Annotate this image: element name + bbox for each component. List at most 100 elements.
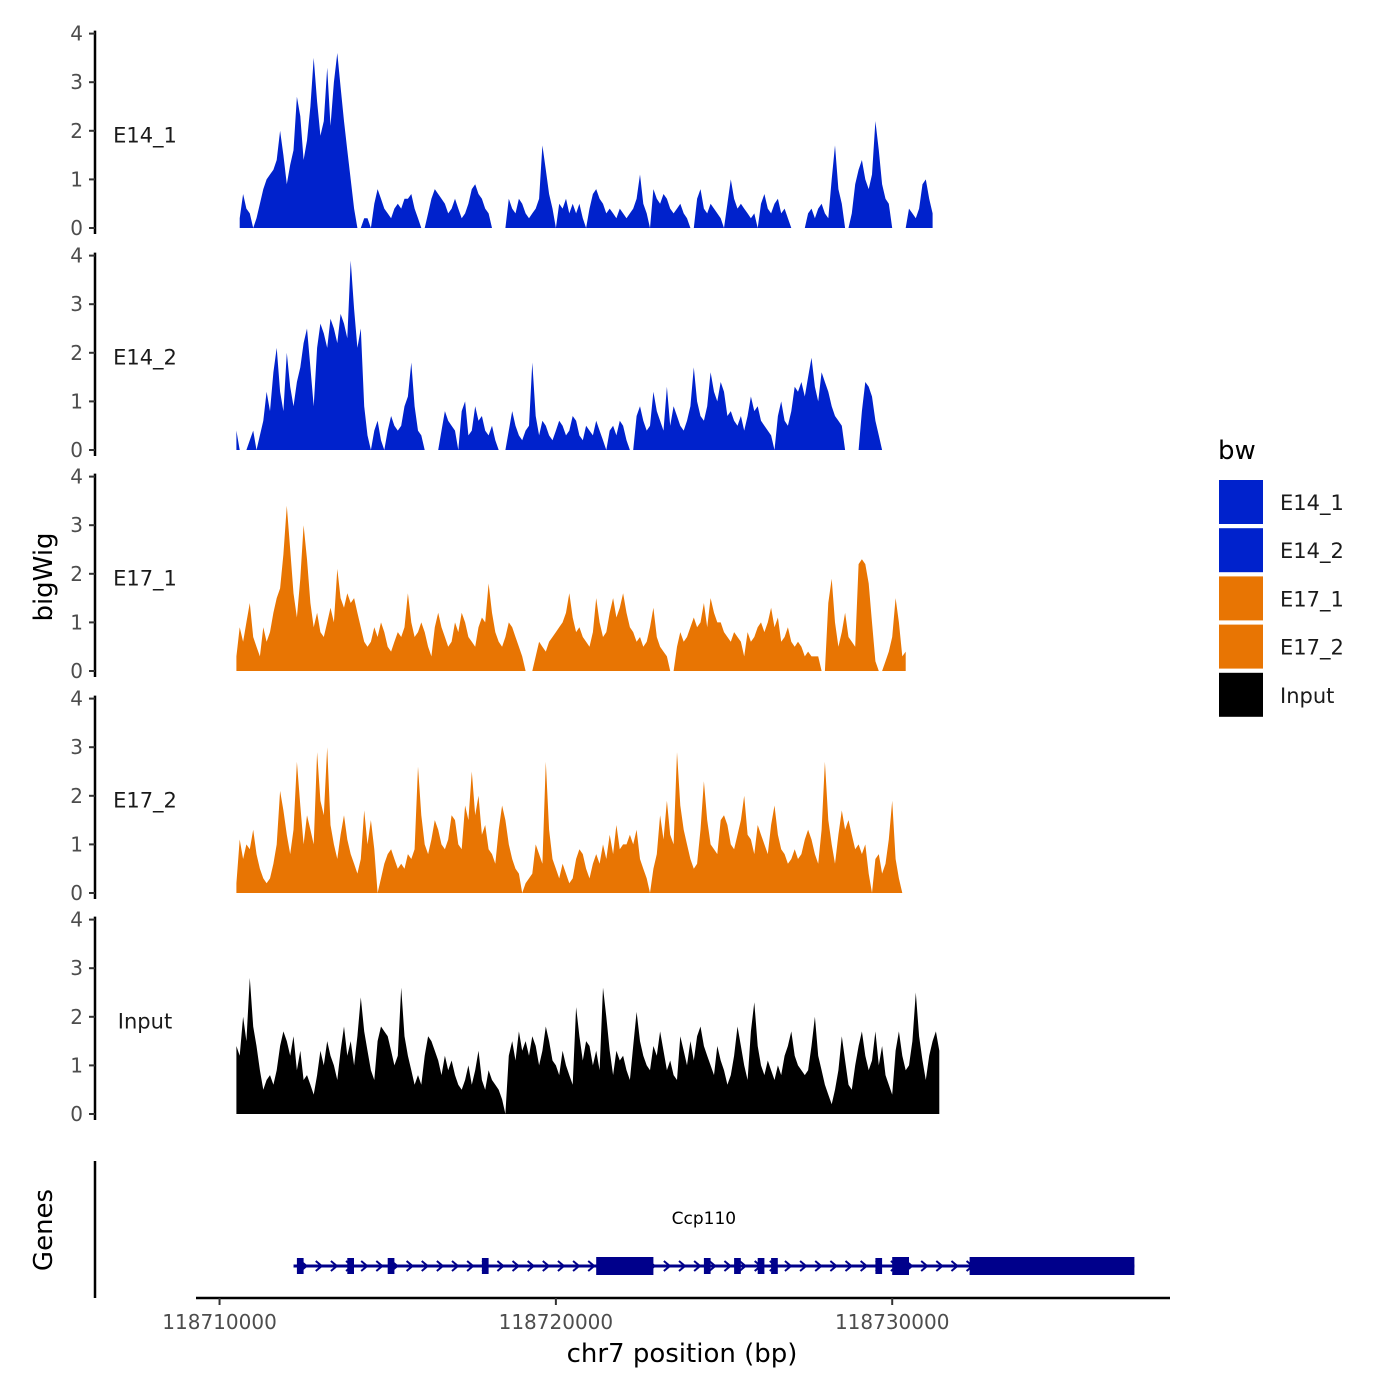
- area-E17_2: [236, 747, 903, 893]
- strand-chevron: [950, 1260, 959, 1272]
- x-tick-label: 118710000: [162, 1310, 277, 1334]
- strand-chevron: [844, 1260, 854, 1272]
- area-E14_1: [239, 53, 933, 228]
- x-axis-title: chr7 position (bp): [567, 1339, 798, 1369]
- genes-axis-title: Genes: [29, 1189, 59, 1271]
- strand-chevron: [799, 1260, 808, 1272]
- exon: [757, 1258, 765, 1274]
- y-tick-label: 0: [70, 216, 83, 240]
- strand-chevron: [814, 1260, 823, 1272]
- strand-chevron: [663, 1260, 672, 1272]
- exon: [734, 1258, 741, 1274]
- strand-chevron: [542, 1260, 551, 1272]
- gene-label: Ccp110: [672, 1209, 736, 1229]
- y-tick-label: 4: [70, 908, 83, 932]
- strand-chevron: [859, 1260, 869, 1272]
- track-E14_2: 0 1 2 3 4 E14_2: [70, 244, 883, 462]
- exon: [481, 1258, 489, 1274]
- legend-key-E14_2: [1219, 528, 1263, 573]
- legend-label-Input: Input: [1280, 684, 1334, 708]
- strand-chevron: [360, 1260, 369, 1272]
- exon: [596, 1257, 654, 1275]
- y-tick-label: 3: [70, 292, 83, 316]
- strand-chevron: [723, 1260, 732, 1272]
- strand-chevron: [421, 1260, 430, 1272]
- exon: [969, 1257, 1135, 1275]
- y-tick-label: 0: [70, 659, 83, 683]
- area-E14_2: [236, 260, 883, 450]
- exon: [347, 1258, 354, 1274]
- legend-key-E17_1: [1219, 576, 1263, 621]
- x-tick-label: 118720000: [499, 1310, 614, 1334]
- track-panels: 0 1 2 3 4 E14_1 0 1 2 3 4 E14_2 0 1 2 3 4 E17_1 0 1 2 3 4 E17_2…: [70, 22, 940, 1126]
- strand-chevron: [708, 1260, 717, 1272]
- track-label-E17_1: E17_1: [113, 567, 177, 592]
- x-axis: 118710000 118720000 118730000: [162, 1296, 1170, 1334]
- strand-chevron: [572, 1260, 581, 1272]
- genes-panel: Ccp110: [93, 1161, 1135, 1298]
- y-tick-label: 0: [70, 881, 83, 905]
- y-tick-label: 2: [70, 1005, 83, 1029]
- y-tick-label: 3: [70, 70, 83, 94]
- y-tick-label: 1: [70, 1053, 83, 1077]
- y-tick-label: 2: [70, 562, 83, 586]
- legend-key-Input: [1219, 672, 1263, 717]
- y-tick-label: 2: [70, 119, 83, 143]
- legend-label-E17_1: E17_1: [1280, 587, 1344, 612]
- track-label-E14_1: E14_1: [113, 124, 177, 149]
- y-tick-label: 0: [70, 438, 83, 462]
- area-E17_1: [236, 505, 906, 671]
- strand-chevron: [496, 1260, 505, 1272]
- y-tick-label: 1: [70, 389, 83, 413]
- y-tick-label: 1: [70, 832, 83, 856]
- exon: [892, 1257, 909, 1275]
- strand-chevron: [587, 1260, 596, 1272]
- y-tick-label: 4: [70, 22, 83, 46]
- strand-chevron: [693, 1260, 702, 1272]
- strand-chevron: [466, 1260, 475, 1272]
- legend-title: bw: [1218, 436, 1256, 466]
- legend-key-E17_2: [1219, 624, 1263, 669]
- legend-label-E14_1: E14_1: [1280, 491, 1344, 516]
- strand-chevron: [375, 1260, 384, 1272]
- track-label-E14_2: E14_2: [113, 346, 177, 371]
- y-tick-label: 4: [70, 465, 83, 489]
- y-tick-label: 0: [70, 1102, 83, 1126]
- y-tick-label: 3: [70, 956, 83, 980]
- area-Input: [236, 977, 940, 1114]
- legend-key-E14_1: [1219, 480, 1263, 524]
- y-tick-label: 2: [70, 784, 83, 808]
- strand-chevron: [436, 1260, 445, 1272]
- legend: bw E14_1 E14_2 E17_1 E17_2 Input: [1218, 436, 1344, 717]
- track-E17_1: 0 1 2 3 4 E17_1: [70, 465, 906, 683]
- exon: [771, 1258, 778, 1274]
- legend-label-E17_2: E17_2: [1280, 636, 1344, 661]
- track-label-Input: Input: [118, 1010, 172, 1034]
- exon: [875, 1258, 883, 1274]
- strand-chevron: [784, 1260, 793, 1272]
- legend-label-E14_2: E14_2: [1280, 539, 1344, 564]
- y-tick-label: 3: [70, 735, 83, 759]
- exon: [703, 1258, 711, 1274]
- exon: [296, 1258, 304, 1274]
- x-tick-label: 118730000: [835, 1310, 950, 1334]
- y-tick-label: 1: [70, 610, 83, 634]
- strand-chevron: [527, 1260, 536, 1272]
- y-tick-label: 4: [70, 687, 83, 711]
- strand-chevron: [678, 1260, 687, 1272]
- strand-chevron: [920, 1260, 929, 1272]
- strand-chevron: [557, 1260, 566, 1272]
- track-label-E17_2: E17_2: [113, 789, 177, 814]
- y-tick-label: 1: [70, 167, 83, 191]
- y-tick-label: 3: [70, 513, 83, 537]
- y-tick-label: 2: [70, 341, 83, 365]
- strand-chevron: [935, 1260, 944, 1272]
- strand-chevron: [511, 1260, 521, 1272]
- strand-chevron: [738, 1260, 748, 1272]
- strand-chevron: [829, 1260, 838, 1272]
- strand-chevron: [405, 1260, 415, 1272]
- strand-chevron: [451, 1260, 460, 1272]
- y-axis-title: bigWig: [29, 532, 59, 621]
- track-Input: 0 1 2 3 4 Input: [70, 908, 940, 1126]
